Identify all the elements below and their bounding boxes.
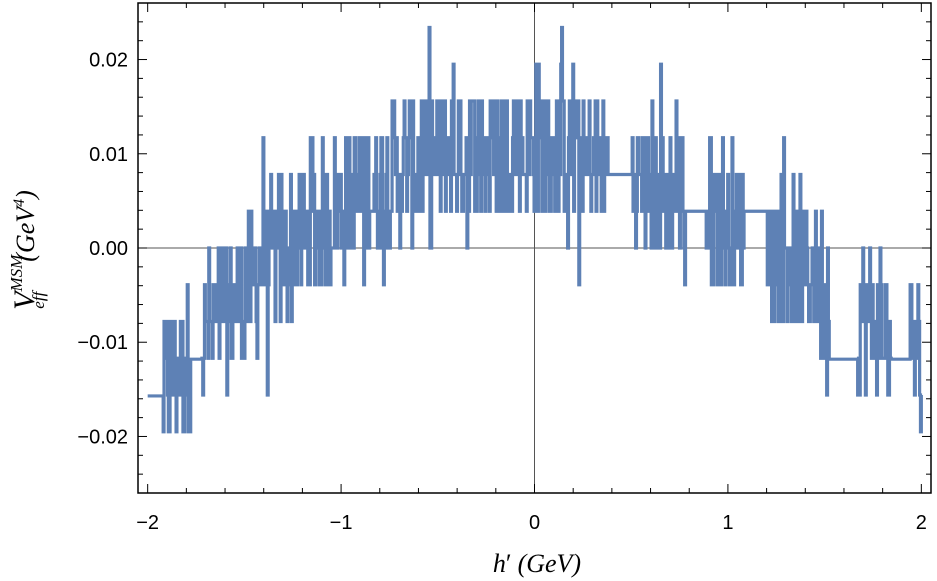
x-tick-label: 1 xyxy=(722,512,733,534)
series-line-0 xyxy=(147,25,923,434)
y-axis-label-sub: eff xyxy=(29,289,48,308)
x-axis-label-unit: (GeV) xyxy=(518,549,582,578)
x-axis-label-var: h xyxy=(493,549,506,578)
series-layer xyxy=(147,25,923,434)
y-tick-label: −0.02 xyxy=(77,426,128,448)
y-tick-label: 0.02 xyxy=(89,50,128,72)
ticks-layer: −2 −1 0 1 2 −0.02 −0.01 0.00 0.01 0.02 xyxy=(77,3,931,534)
x-tick-label: −1 xyxy=(330,512,353,534)
y-tick-label: −0.01 xyxy=(77,332,128,354)
x-tick-label: −2 xyxy=(136,512,159,534)
y-axis-label-var: V xyxy=(8,288,41,310)
y-axis-label-unit-close: ) xyxy=(11,190,40,201)
y-tick-label: 0.00 xyxy=(89,238,128,260)
x-tick-label: 0 xyxy=(529,512,540,534)
y-axis-label-sup: MSM xyxy=(7,254,26,293)
y-axis-label: VMSMeff (GeV4) xyxy=(7,190,48,310)
y-axis-label-unit: (GeV xyxy=(11,204,40,262)
svg-text:VMSMeff(GeV4): VMSMeff (GeV4) xyxy=(7,190,48,310)
x-tick-label: 2 xyxy=(916,512,927,534)
x-axis-label-prime: ′ xyxy=(506,549,512,578)
y-tick-label: 0.01 xyxy=(89,144,128,166)
x-axis-label: h′ (GeV) xyxy=(493,549,581,578)
y-axis-label-unit-sup: 4 xyxy=(11,199,28,207)
